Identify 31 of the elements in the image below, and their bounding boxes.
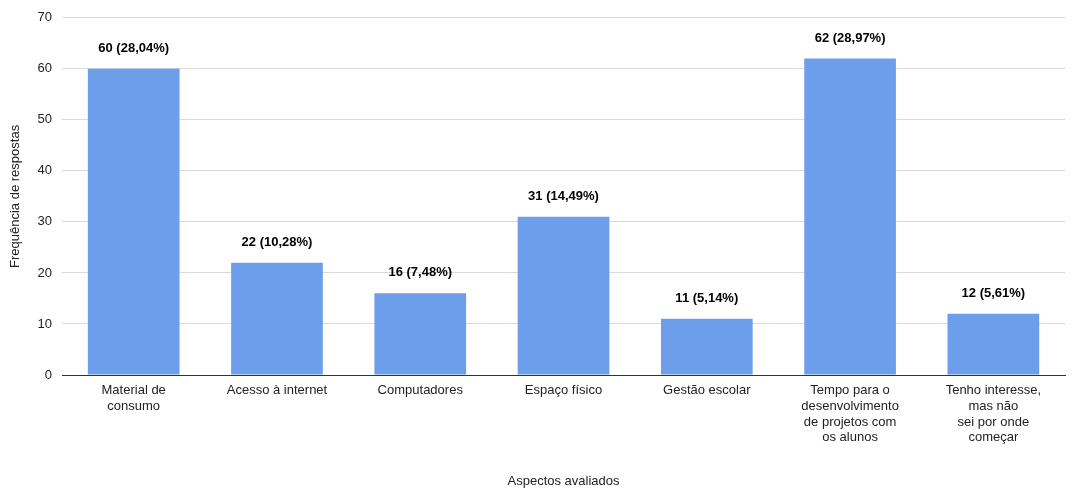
x-tick-label: Gestão escolar: [663, 382, 752, 398]
x-tick-label: Acesso à internet: [226, 382, 328, 398]
bar: [804, 58, 896, 375]
data-label: 16 (7,48%): [388, 264, 453, 280]
bar: [660, 318, 753, 375]
data-label: 31 (14,49%): [528, 187, 599, 203]
bar: [231, 262, 323, 375]
y-tick-label: 60: [37, 60, 53, 76]
data-label: 11 (5,14%): [675, 289, 739, 305]
x-tick-label: Computadores: [377, 382, 464, 398]
x-tick-label: Espaço físico: [524, 382, 603, 398]
data-label: 22 (10,28%): [241, 233, 313, 249]
data-label: 60 (28,04%): [98, 39, 170, 55]
y-tick-label: 70: [37, 9, 53, 25]
bar: [87, 68, 180, 375]
y-tick-label: 40: [37, 162, 53, 178]
y-tick-label: 0: [44, 366, 53, 382]
bar: [947, 313, 1040, 375]
x-tick-label: Material de consumo: [101, 382, 166, 413]
y-tick-label: 10: [37, 315, 53, 331]
x-axis-title: Aspectos avaliados: [507, 472, 621, 488]
y-axis-title: Frequência de respostas: [7, 124, 23, 268]
bar: [517, 216, 610, 375]
x-tick-label: Tempo para o desenvolvimento de projetos com os alunos: [801, 382, 899, 445]
x-tick-label: Tenho interesse, mas não sei por onde começar: [945, 382, 1042, 445]
data-label: 12 (5,61%): [961, 284, 1026, 300]
y-tick-label: 50: [37, 111, 53, 127]
bar: [374, 293, 467, 375]
y-tick-label: 20: [37, 264, 53, 280]
y-tick-label: 30: [37, 213, 53, 229]
data-label: 62 (28,97%): [814, 29, 886, 45]
